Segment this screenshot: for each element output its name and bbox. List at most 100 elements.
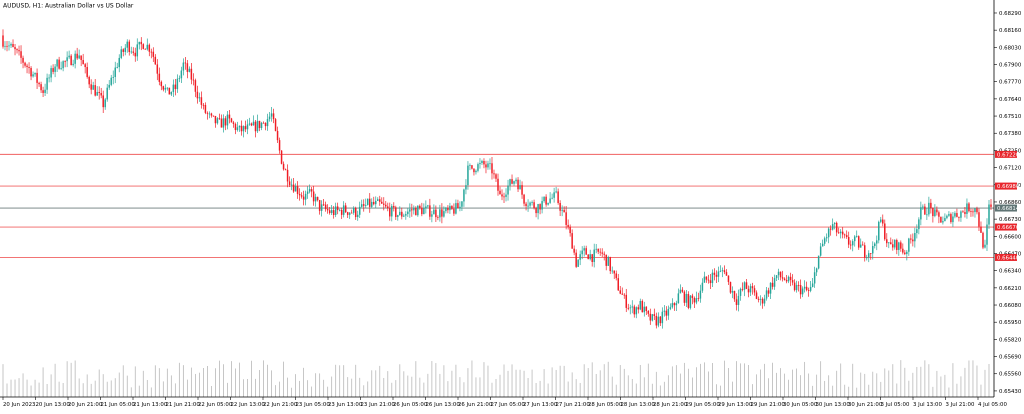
candle-body (182, 62, 185, 71)
candle-body (379, 199, 381, 202)
candle-body (867, 253, 870, 258)
candle-body (681, 289, 684, 292)
candle-body (725, 272, 728, 276)
candle-body (914, 233, 916, 242)
candle-body (220, 118, 223, 128)
candle-body (509, 179, 511, 186)
candle-body (350, 212, 353, 214)
candle-body (178, 78, 181, 80)
candle-body (425, 206, 427, 209)
candle-body (775, 275, 778, 279)
candle-body (495, 174, 497, 179)
y-tick-label: 0.68160 (999, 28, 1022, 34)
candle-body (631, 306, 634, 308)
candle-body (727, 275, 730, 282)
candle-body (593, 249, 595, 263)
candle-body (930, 202, 932, 209)
candle-body (318, 200, 321, 211)
candle-body (328, 210, 331, 214)
y-tick-label: 0.66730 (999, 217, 1022, 223)
candle-body (302, 196, 305, 200)
candlesticks (2, 29, 992, 329)
candle-body (403, 215, 405, 217)
current-price-tag-bg (995, 204, 1017, 212)
candle-body (411, 209, 413, 211)
candle-body (447, 207, 449, 211)
x-tick-label: 21 Jun 21:00 (166, 402, 201, 408)
candle-body (968, 203, 970, 212)
candle-body (813, 272, 816, 284)
candle-body (224, 118, 227, 126)
candle-body (837, 232, 840, 234)
candle-body (334, 206, 337, 216)
candle-body (427, 205, 429, 207)
y-tick-label: 0.65820 (999, 337, 1022, 343)
candle-body (162, 86, 165, 90)
candle-body (535, 208, 537, 214)
candle-body (198, 97, 201, 99)
candle-body (150, 51, 153, 53)
candle-body (595, 248, 597, 250)
candle-body (473, 168, 475, 173)
candle-body (296, 186, 299, 194)
candle-body (567, 224, 569, 227)
candle-body (326, 209, 329, 211)
candle-body (479, 163, 481, 165)
candle-body (829, 228, 832, 230)
candle-body (781, 277, 784, 279)
candle-body (581, 250, 583, 255)
candle-body (483, 160, 485, 165)
candle-body (254, 121, 257, 132)
candle-body (938, 212, 940, 217)
candle-body (805, 286, 808, 291)
candle-body (56, 59, 58, 67)
candle-body (477, 164, 479, 171)
x-tick-label: 28 Jun 21:00 (653, 402, 688, 408)
candle-body (719, 270, 722, 272)
candle-body (469, 165, 471, 166)
candle-body (180, 70, 183, 79)
candle-body (300, 195, 303, 197)
candle-body (108, 84, 110, 88)
candle-body (409, 209, 411, 212)
candle-body (16, 49, 18, 51)
candle-body (32, 74, 34, 77)
candle-body (116, 67, 118, 68)
candle-body (282, 163, 285, 170)
candle-body (845, 235, 848, 238)
candle-body (304, 193, 307, 200)
candle-body (745, 282, 748, 289)
candle-body (601, 252, 603, 254)
candle-body (693, 298, 696, 303)
candle-body (280, 150, 283, 164)
candle-body (481, 160, 483, 164)
candle-body (44, 89, 46, 93)
x-tick-label: 30 Jun 13:00 (816, 402, 851, 408)
candle-body (902, 248, 904, 253)
candle-body (48, 77, 50, 79)
candle-body (190, 68, 193, 80)
candle-body (6, 45, 8, 47)
candle-body (970, 211, 972, 212)
candle-body (623, 294, 626, 296)
candle-body (755, 292, 758, 299)
candle-body (491, 163, 493, 174)
candle-body (773, 278, 776, 287)
candle-body (130, 51, 133, 53)
candle-body (356, 214, 359, 218)
candle-body (40, 84, 42, 91)
candle-body (589, 254, 591, 260)
candle-body (771, 282, 774, 287)
candle-body (849, 244, 852, 246)
candle-body (166, 87, 169, 89)
candle-body (615, 273, 617, 279)
candle-body (611, 270, 613, 272)
candle-body (703, 276, 706, 283)
candle-body (749, 286, 752, 293)
y-tick-label: 0.66860 (999, 200, 1022, 206)
candle-body (735, 299, 738, 305)
candle-body (36, 72, 38, 83)
candle-body (507, 185, 509, 195)
